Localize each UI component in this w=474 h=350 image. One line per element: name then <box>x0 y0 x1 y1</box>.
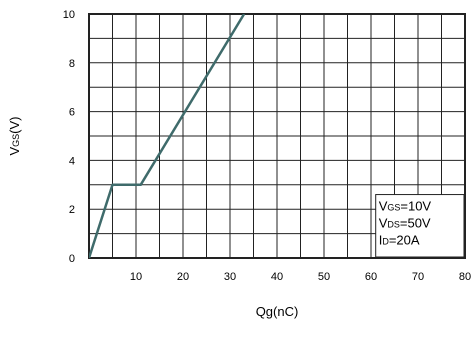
x-tick-label: 80 <box>459 271 471 283</box>
annotation-line: VDS=50V <box>379 215 431 230</box>
x-tick-label: 70 <box>412 271 424 283</box>
y-axis-label-base: V <box>7 147 22 156</box>
annotation-background <box>375 194 465 258</box>
annotation-value: =20A <box>389 232 420 247</box>
series-layer <box>89 14 246 258</box>
annotation-base: V <box>379 198 388 213</box>
x-tick-label: 20 <box>177 271 189 283</box>
y-tick-labels: 0 2 4 6 8 10 <box>63 9 75 265</box>
x-tick-label: 50 <box>318 271 330 283</box>
plot-frame <box>88 13 466 259</box>
annotation-base: V <box>379 215 388 230</box>
x-axis-label: Qg(nC) <box>256 304 299 319</box>
series-line-0 <box>89 14 246 258</box>
x-tick-label: 40 <box>271 271 283 283</box>
x-tick-labels: 10 20 30 40 50 60 70 80 <box>130 271 471 283</box>
y-tick-label: 6 <box>69 107 75 119</box>
y-tick-label: 4 <box>69 155 75 167</box>
annotation-base: I <box>379 232 383 247</box>
y-tick-label: 10 <box>63 9 75 21</box>
y-axis-label: VGS(V) <box>7 116 22 155</box>
annotation-subscript: GS <box>387 202 400 212</box>
y-axis-label-unit: (V) <box>7 116 22 133</box>
x-tick-label: 60 <box>365 271 377 283</box>
y-axis-label-subscript: GS <box>11 134 21 147</box>
annotation-subscript: DS <box>387 219 400 229</box>
y-tick-label: 0 <box>69 253 75 265</box>
y-tick-label: 8 <box>69 58 75 70</box>
x-tick-label: 10 <box>130 271 142 283</box>
annotation-value: =50V <box>400 215 431 230</box>
annotation-value: =10V <box>400 198 431 213</box>
annotation-subscript: D <box>382 236 389 246</box>
annotation-line: VGS=10V <box>379 198 432 213</box>
annotation-box <box>375 194 465 258</box>
annotation-line: ID=20A <box>379 232 420 247</box>
x-tick-label: 30 <box>224 271 236 283</box>
y-tick-label: 2 <box>69 204 75 216</box>
